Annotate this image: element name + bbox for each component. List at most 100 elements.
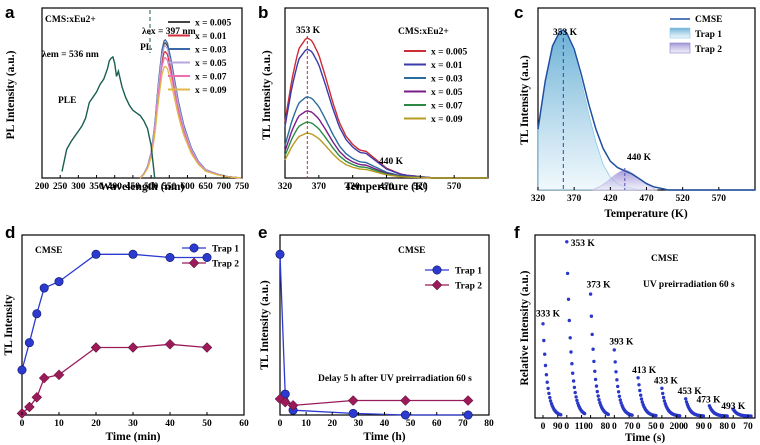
- decay-label: 353 K: [571, 239, 596, 249]
- data-point: [575, 398, 579, 403]
- panel-subtitle: UV preirradiation 60 s: [643, 280, 735, 290]
- x-tick-label: 70: [743, 422, 753, 432]
- data-point: [589, 314, 594, 318]
- data-point: [432, 265, 442, 275]
- x-tick-label: 80: [719, 422, 729, 432]
- x-tick-label: 60: [239, 419, 249, 429]
- x-tick-label: 600: [180, 182, 195, 192]
- x-tick-label: 370: [312, 182, 327, 192]
- data-point: [543, 352, 547, 356]
- x-tick-label: 40: [165, 419, 175, 429]
- x-tick-label: 50: [406, 419, 416, 429]
- data-point: [582, 411, 587, 416]
- data-point: [571, 371, 575, 375]
- legend-entry: x = 0.03: [195, 46, 227, 56]
- panel-label-a: a: [5, 3, 15, 22]
- x-tick-label: 80: [601, 422, 611, 432]
- x-tick-label: 30: [128, 419, 138, 429]
- data-point: [573, 390, 577, 395]
- data-point: [543, 363, 548, 368]
- decay-curve: [588, 292, 610, 417]
- x-tick-label: 0: [683, 422, 688, 432]
- x-tick-label: 520: [413, 182, 428, 192]
- x-tick-label: 650: [199, 182, 214, 192]
- legend-entry: x = 0.09: [195, 86, 227, 96]
- x-tick-label: 300: [71, 182, 86, 192]
- legend-entry: Trap 1: [695, 30, 722, 40]
- data-point: [569, 350, 573, 354]
- series-markers: [275, 249, 473, 420]
- data-point: [201, 342, 213, 353]
- x-tick-label: 0: [612, 422, 617, 432]
- data-point: [595, 389, 599, 394]
- y-axis-label: TL Intensity: [3, 294, 15, 355]
- x-tick-label: 0: [278, 419, 283, 429]
- data-point: [566, 297, 571, 301]
- data-point: [546, 386, 550, 391]
- data-point: [544, 373, 549, 377]
- decay-curve: [660, 386, 682, 418]
- plot-frame: [534, 234, 756, 419]
- x-axis-label: Time (s): [625, 432, 666, 444]
- x-tick-label: 500: [144, 182, 159, 192]
- x-tick-label: 200: [35, 182, 50, 192]
- x-tick-label: 0: [588, 422, 593, 432]
- data-point: [17, 365, 27, 375]
- plot-frame: [41, 7, 243, 179]
- data-point: [571, 379, 576, 383]
- data-point: [593, 369, 597, 373]
- legend-entry: x = 0.01: [431, 61, 463, 71]
- pl-label: PL: [140, 43, 152, 53]
- x-tick-label: 40: [380, 419, 390, 429]
- x-axis-label: Temperature (K): [604, 208, 688, 220]
- panel-label-f: f: [514, 223, 520, 242]
- legend-entry: CMSE: [695, 15, 722, 25]
- x-tick-label: 90: [553, 422, 563, 432]
- decay-label: 473 K: [696, 395, 721, 405]
- data-point: [53, 369, 65, 381]
- x-tick-label: 570: [447, 182, 462, 192]
- x-tick-label: 400: [108, 182, 123, 192]
- panel-label-c: c: [514, 3, 523, 22]
- x-tick-label: 420: [346, 182, 361, 192]
- x-tick-label: 320: [531, 194, 546, 204]
- data-point: [662, 399, 667, 403]
- decay-label: 433 K: [654, 377, 679, 387]
- x-tick-label: 0: [541, 422, 546, 432]
- data-point: [24, 338, 34, 348]
- series-markers: [17, 249, 212, 375]
- data-point: [637, 383, 641, 387]
- data-point: [347, 395, 359, 406]
- legend-entry: x = 0.09: [431, 115, 463, 125]
- data-point: [565, 271, 570, 276]
- data-point: [588, 292, 593, 296]
- panel-title: CMSE: [398, 246, 425, 256]
- legend-swatch: [669, 27, 691, 39]
- y-axis-label: PL Intensity (a.u.): [5, 50, 17, 139]
- data-point: [615, 378, 619, 382]
- pl-curve: [139, 65, 242, 179]
- legend-entry: x = 0.03: [431, 75, 463, 85]
- data-point: [639, 393, 643, 397]
- x-tick-label: 60: [432, 419, 442, 429]
- x-tick-label: 20: [91, 419, 101, 429]
- data-point: [574, 395, 578, 399]
- data-point: [548, 399, 553, 403]
- sample-label: CMS:xEu2+: [45, 15, 96, 25]
- x-tick-label: 200: [670, 422, 685, 432]
- cmse-curve: [537, 29, 755, 191]
- decay-label: 373 K: [587, 280, 612, 290]
- peak-label: 440 K: [379, 157, 404, 167]
- series-markers: [274, 393, 474, 411]
- data-point: [591, 347, 595, 351]
- legend-entry: x = 0.01: [195, 32, 227, 42]
- data-point: [596, 394, 600, 398]
- legend-entry: x = 0.05: [431, 88, 463, 98]
- y-axis-label: TL Intensity (a.u.): [259, 280, 271, 370]
- series-line: [279, 398, 469, 407]
- x-tick-label: 80: [484, 419, 494, 429]
- x-tick-label: 0: [660, 422, 665, 432]
- data-point: [463, 410, 473, 420]
- data-point: [616, 390, 621, 394]
